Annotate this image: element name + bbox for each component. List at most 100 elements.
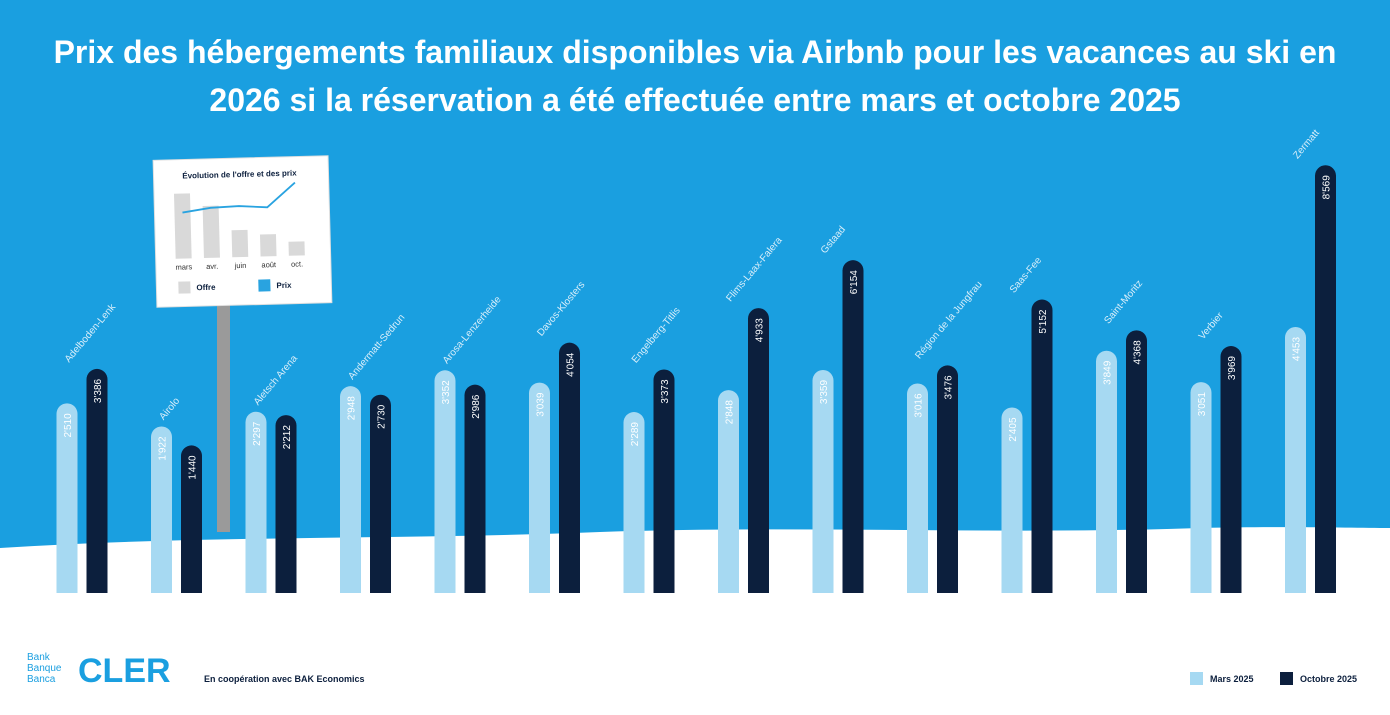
value-label: 4'453	[1292, 337, 1303, 362]
bar	[1220, 346, 1242, 593]
value-label: 1'922	[158, 436, 169, 461]
inset-category: août	[261, 260, 277, 269]
inset-bar	[259, 234, 277, 257]
inset-category: mars	[175, 262, 192, 271]
bar	[623, 412, 645, 593]
snow	[0, 527, 1390, 715]
inset-bar	[173, 193, 192, 259]
bar	[1190, 382, 1212, 593]
value-label: 2'948	[347, 396, 358, 421]
value-label: 3'359	[819, 380, 830, 405]
value-label: 2'212	[282, 425, 293, 450]
category-label: Arosa-Lenzerheide	[441, 294, 504, 366]
bar	[842, 260, 864, 593]
inset-category: juin	[234, 261, 247, 270]
bar	[559, 342, 580, 593]
value-label: 3'476	[944, 375, 955, 400]
legend-swatch	[1190, 672, 1203, 685]
bar	[464, 384, 486, 593]
bar	[1001, 407, 1023, 593]
bank-label: Bank	[27, 652, 51, 663]
category-label: Région de la Jungfrau	[913, 279, 984, 361]
bank-label: Banca	[27, 674, 56, 685]
value-label: 3'969	[1227, 356, 1238, 381]
category-label: Davos-Klosters	[535, 280, 587, 339]
value-label: 3'016	[914, 393, 925, 418]
bar	[1096, 350, 1117, 593]
value-label: 3'352	[441, 380, 452, 405]
inset-line	[182, 181, 296, 214]
value-label: 6'154	[849, 270, 860, 295]
category-label: Zermatt	[1291, 128, 1322, 162]
value-label: 1'440	[188, 455, 199, 480]
inset-category: oct.	[291, 259, 303, 268]
bank-label: Banque	[27, 663, 62, 674]
bar	[937, 365, 958, 593]
value-label: 2'730	[377, 404, 388, 429]
inset-bar	[202, 205, 220, 259]
inset-legend-label: Prix	[276, 281, 292, 290]
bar	[812, 369, 834, 593]
category-label: Gstaad	[819, 224, 848, 256]
bar	[1285, 326, 1306, 593]
legend-label: Mars 2025	[1210, 674, 1254, 684]
value-label: 2'510	[63, 413, 74, 438]
bar	[275, 415, 297, 593]
value-label: 4'054	[566, 352, 577, 377]
inset-legend-label: Offre	[196, 283, 216, 293]
inset-sign: Évolution de l'offre et des prix mars avr.…	[152, 155, 333, 308]
category-label: Flims-Laax-Falera	[724, 235, 784, 304]
value-label: 5'152	[1038, 309, 1049, 334]
legend-label: Octobre 2025	[1300, 674, 1357, 684]
value-label: 2'848	[725, 400, 736, 425]
inset-bar	[231, 229, 249, 258]
value-label: 4'368	[1133, 340, 1144, 365]
bar	[1315, 165, 1336, 594]
bar	[340, 386, 361, 593]
value-label: 3'039	[536, 392, 547, 417]
bar	[370, 394, 391, 593]
value-label: 2'297	[252, 421, 263, 446]
category-label: Aletsch Arena	[252, 353, 300, 408]
value-label: 4'933	[755, 318, 766, 343]
value-label: 2'289	[630, 422, 641, 447]
bar	[907, 383, 928, 593]
category-label: Saas-Fee	[1008, 255, 1045, 296]
category-label: Airolo	[157, 395, 182, 422]
category-label: Adelboden-Lenk	[63, 301, 119, 365]
sign-pole	[217, 300, 230, 532]
category-label: Engelberg-Titlis	[630, 305, 683, 365]
value-label: 2'405	[1008, 417, 1019, 442]
bar	[529, 382, 550, 593]
category-label: Andermatt-Sedrun	[346, 312, 407, 382]
bar	[718, 390, 739, 593]
bar	[86, 368, 108, 593]
chart-title: Prix des hébergements familiaux disponib…	[53, 34, 1337, 118]
value-label: 2'986	[471, 394, 482, 419]
category-label: Saint-Moritz	[1102, 278, 1145, 326]
category-label: Verbier	[1197, 310, 1226, 342]
footer-note: En coopération avec BAK Economics	[204, 674, 365, 684]
bar	[181, 445, 202, 593]
value-label: 3'051	[1197, 392, 1208, 417]
bar	[56, 403, 78, 593]
value-label: 3'849	[1103, 360, 1114, 385]
inset-legend-swatch	[178, 281, 191, 294]
footer: Bank Banque Banca CLER En coopération av…	[27, 652, 365, 690]
value-label: 3'386	[93, 378, 104, 403]
legend-swatch	[1280, 672, 1293, 685]
bar	[653, 369, 675, 593]
value-label: 8'569	[1322, 175, 1333, 200]
inset-legend-swatch	[258, 279, 271, 292]
bar	[151, 426, 172, 593]
inset-category: avr.	[206, 262, 218, 271]
brand: CLER	[78, 652, 171, 690]
bar	[748, 308, 769, 593]
inset-bar	[288, 241, 305, 256]
bar	[434, 370, 456, 593]
bar	[1126, 330, 1147, 593]
value-label: 3'373	[660, 379, 671, 404]
inset-title: Évolution de l'offre et des prix	[182, 169, 297, 181]
